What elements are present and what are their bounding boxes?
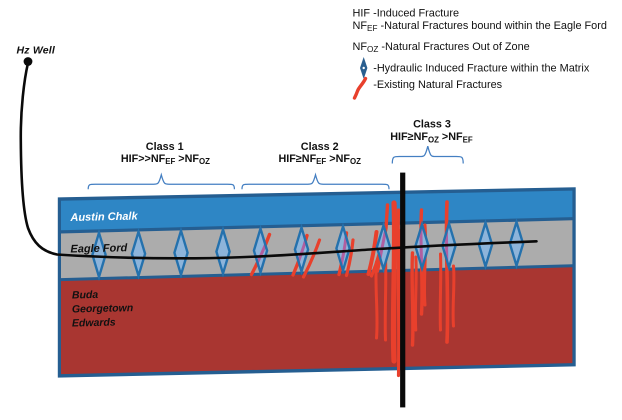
svg-text:HIF≥NFOZ >NFEF: HIF≥NFOZ >NFEF (390, 131, 473, 144)
svg-text:HIF>>NFEF >NFOZ: HIF>>NFEF >NFOZ (121, 153, 210, 166)
svg-text:Austin Chalk: Austin Chalk (69, 210, 138, 224)
svg-text:Hz Well: Hz Well (17, 45, 56, 57)
svg-text:NFEF -Natural Fractures bound: NFEF -Natural Fractures bound within the… (353, 20, 607, 33)
svg-text:NFOZ -Natural Fractures Out of: NFOZ -Natural Fractures Out of Zone (353, 41, 530, 54)
svg-text:Class 3: Class 3 (413, 119, 451, 131)
svg-text:Class 2: Class 2 (301, 141, 339, 153)
svg-text:HIF -Induced Fracture: HIF -Induced Fracture (353, 7, 460, 19)
svg-text:-Existing Natural Fractures: -Existing Natural Fractures (373, 79, 502, 91)
svg-text:Buda: Buda (72, 289, 99, 302)
svg-text:HIF≥NFEF >NFOZ: HIF≥NFEF >NFOZ (278, 153, 361, 166)
svg-text:Class 1: Class 1 (146, 141, 184, 153)
svg-text:Edwards: Edwards (72, 317, 116, 330)
svg-text:Georgetown: Georgetown (72, 302, 134, 315)
svg-text:Eagle Ford: Eagle Ford (70, 242, 127, 255)
svg-text:-Hydraulic Induced Fracture wi: -Hydraulic Induced Fracture within the M… (373, 62, 590, 74)
